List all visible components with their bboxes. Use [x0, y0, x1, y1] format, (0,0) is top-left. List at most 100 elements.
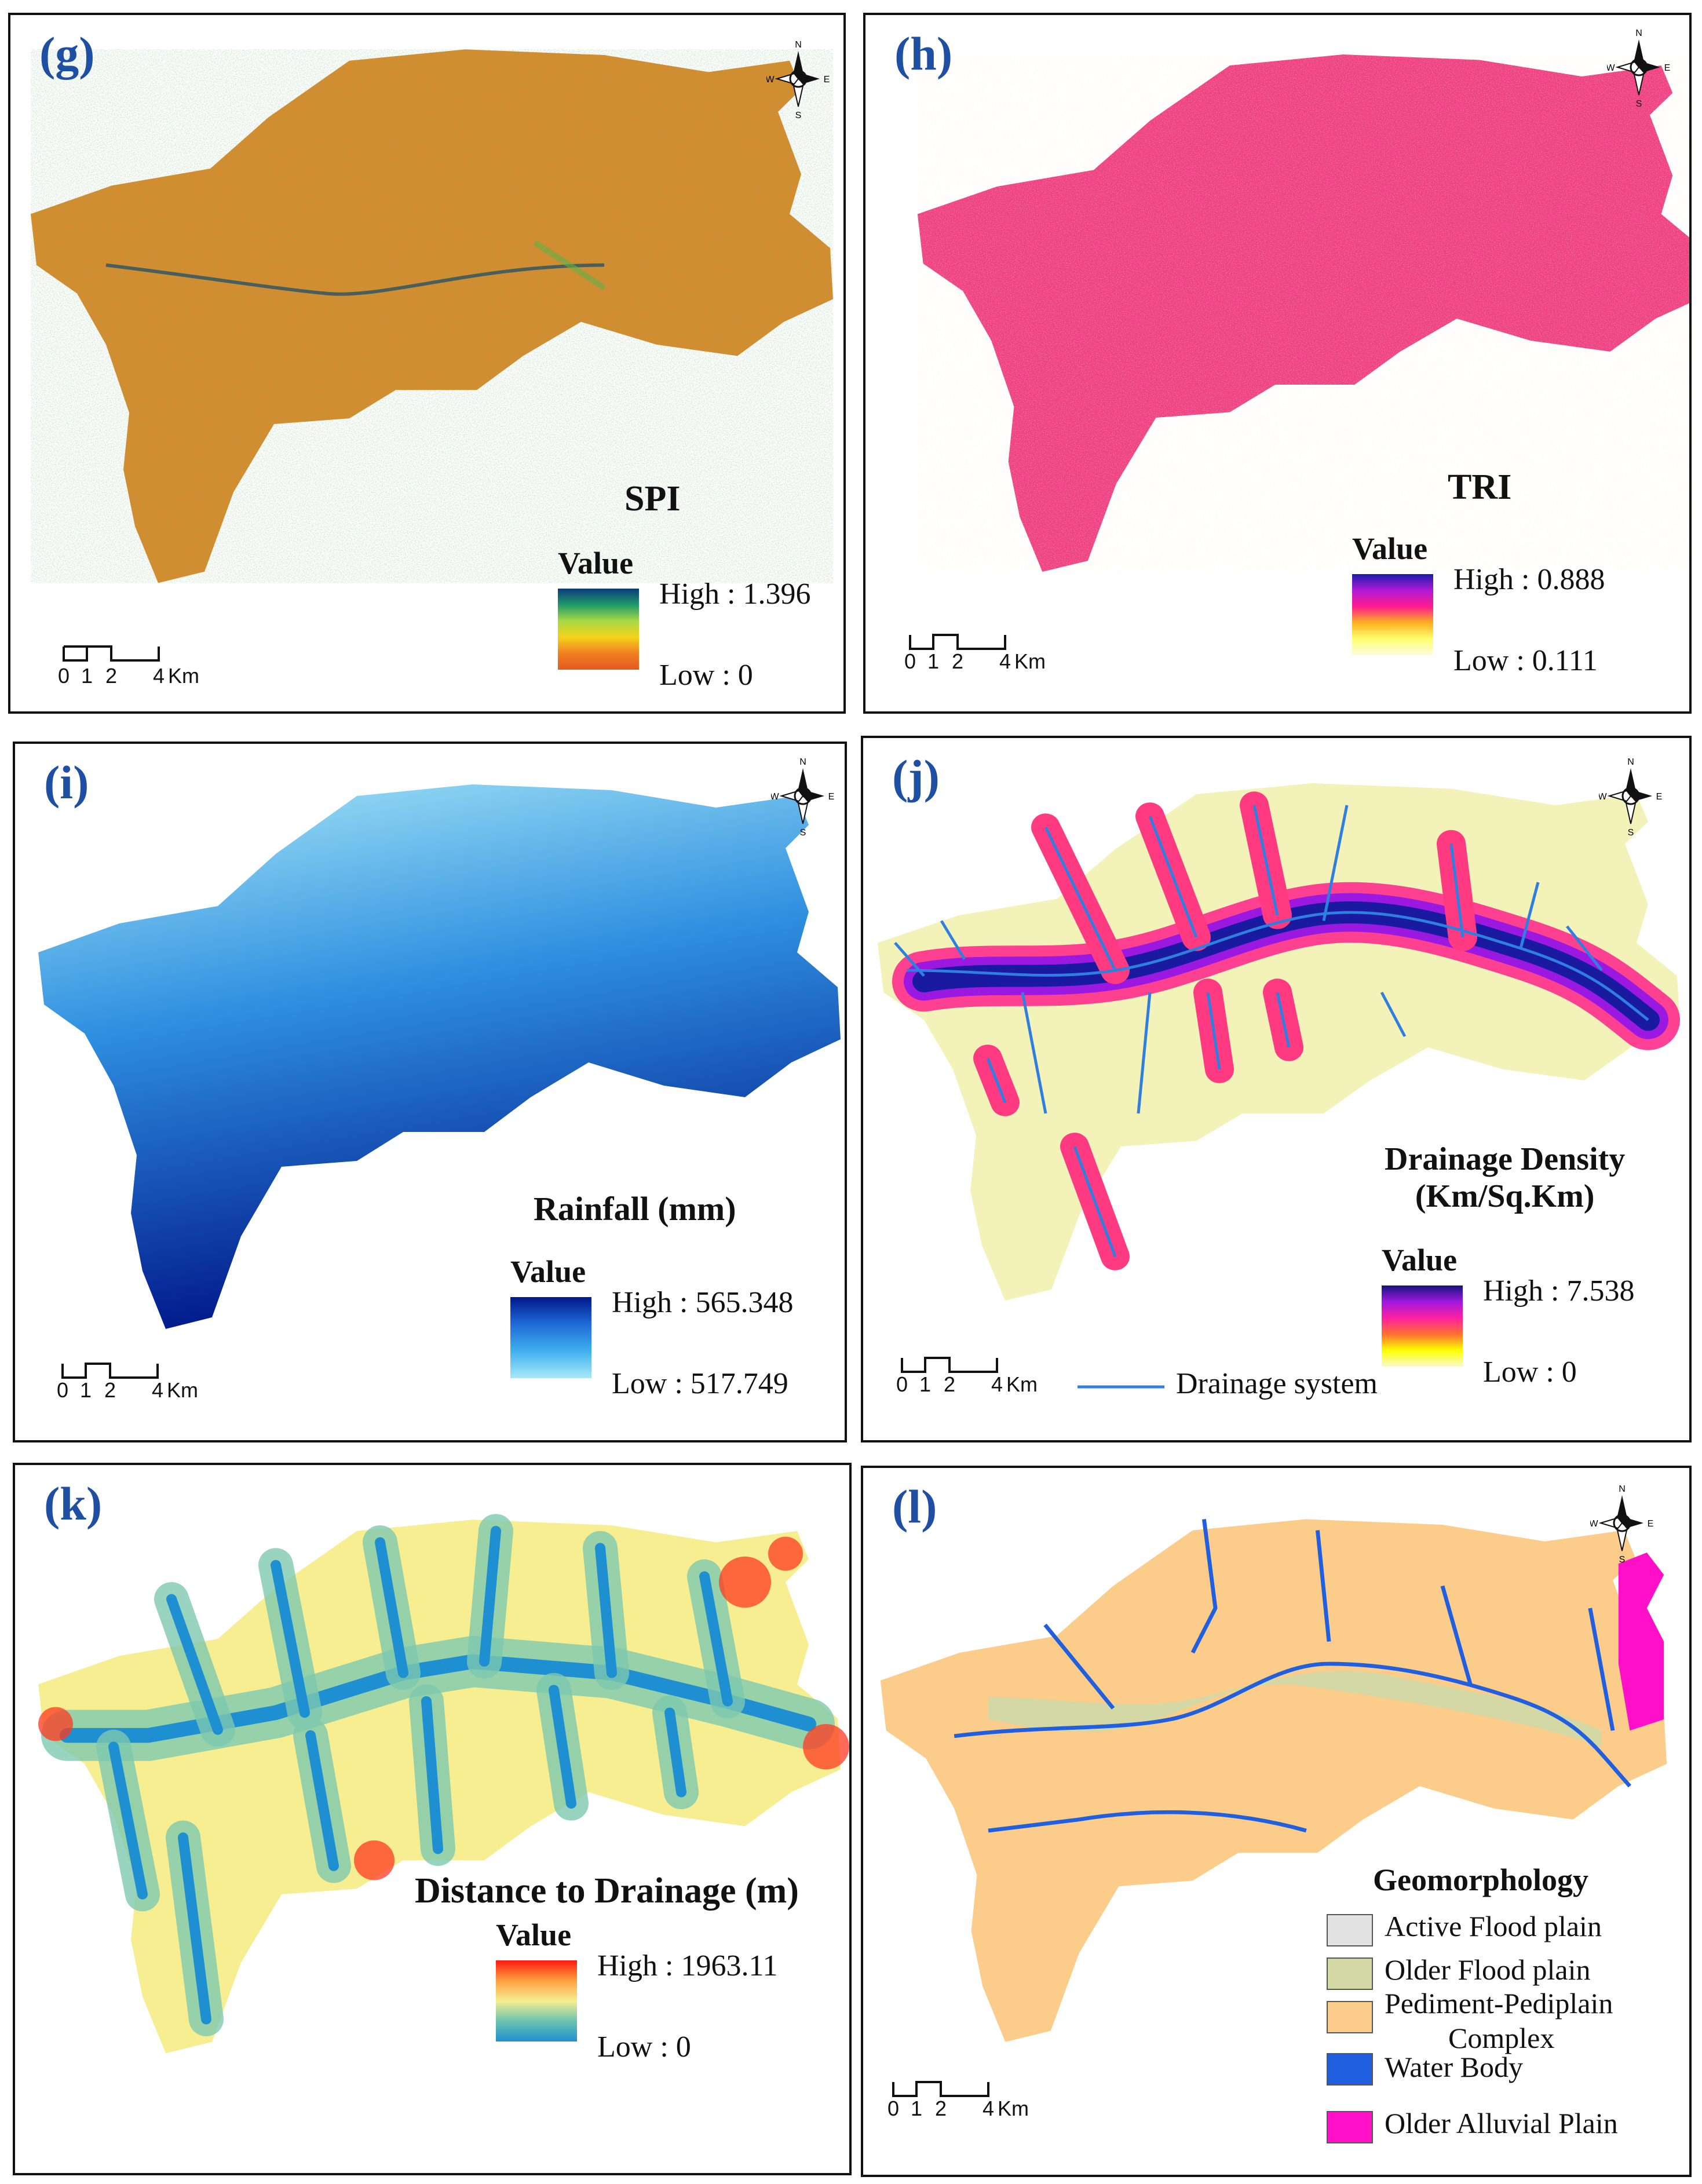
legend-label-pediment-pediplain: Pediment-Pediplain — [1385, 1987, 1613, 2019]
drainage-legend-label: Drainage system — [1176, 1367, 1378, 1400]
scale-tick-1: 1 — [927, 649, 940, 673]
scale-tick-0: 0 — [58, 664, 70, 688]
svg-text:W: W — [771, 792, 779, 802]
legend-value-heading: Value — [510, 1254, 586, 1289]
scale-tick-2: 2 — [104, 1378, 116, 1402]
rainfall-map — [38, 784, 841, 1329]
ramp-fill — [1382, 1285, 1463, 1367]
scale-bar — [909, 634, 1006, 650]
legend-label-active-flood-plain: Active Flood plain — [1385, 1910, 1602, 1942]
svg-text:N: N — [799, 757, 806, 767]
svg-text:E: E — [1648, 1519, 1654, 1529]
legend-low: Low : 0 — [659, 659, 753, 692]
scale-tick-4: 4 — [991, 1372, 1003, 1396]
legend-label-pediment-complex: Complex — [1448, 2022, 1555, 2054]
scale-tick-2: 2 — [944, 1372, 956, 1396]
scale-bar — [892, 2081, 989, 2097]
legend-value-heading: Value — [1382, 1243, 1458, 1277]
scale-unit: Km — [1014, 649, 1046, 673]
legend-high: High : 565.348 — [612, 1286, 794, 1319]
color-ramp — [510, 1297, 591, 1378]
distance-to-drainage-map — [38, 1514, 849, 2054]
panel-tri: (h) TRI Value High : 0.888 Low : 0.111 0… — [863, 13, 1692, 714]
panel-label: (i) — [44, 756, 89, 809]
svg-text:S: S — [1628, 828, 1634, 837]
panel-distance-to-drainage: (k) Distance to Drainage (m) Value High … — [13, 1463, 852, 2175]
scale-tick-0: 0 — [904, 649, 916, 673]
scale-tick-2: 2 — [935, 2097, 947, 2120]
svg-text:E: E — [1656, 792, 1663, 802]
legend-low: Low : 517.749 — [612, 1367, 788, 1400]
panel-label: (l) — [892, 1480, 937, 1533]
svg-text:E: E — [1664, 63, 1671, 73]
legend-high: High : 1963.11 — [597, 1949, 778, 1982]
scale-tick-2: 2 — [952, 649, 964, 673]
scale-bar — [901, 1357, 998, 1373]
legend-swatch-older-alluvial-plain — [1327, 2111, 1373, 2143]
north-e: E — [824, 75, 830, 85]
spi-map — [31, 49, 833, 583]
panel-geomorphology: (l) Geomorphology Active Flood plain Old… — [861, 1466, 1692, 2177]
north-arrow-icon: N S W E — [1599, 757, 1663, 837]
scale-tick-0: 0 — [57, 1378, 69, 1402]
scale-tick-4: 4 — [153, 664, 165, 688]
panel-title: Geomorphology — [1373, 1862, 1588, 1897]
panel-label: (k) — [44, 1477, 103, 1530]
legend-value-heading: Value — [1352, 531, 1428, 566]
svg-text:S: S — [1619, 1555, 1626, 1564]
legend-label-water-body: Water Body — [1385, 2051, 1523, 2083]
scale-unit: Km — [168, 664, 199, 688]
legend-swatch-older-flood-plain — [1327, 1957, 1373, 1990]
north-w: W — [766, 75, 775, 85]
drainage-network — [894, 805, 1649, 1257]
color-ramp — [1352, 574, 1433, 655]
legend-label-older-flood-plain: Older Flood plain — [1385, 1953, 1591, 1986]
svg-text:S: S — [800, 828, 806, 837]
color-ramp — [1382, 1285, 1463, 1367]
legend-swatch-active-flood-plain — [1327, 1914, 1373, 1946]
panel-title: Drainage Density (Km/Sq.Km) — [1385, 1141, 1625, 1215]
scale-tick-4: 4 — [999, 649, 1011, 673]
scale-tick-4: 4 — [152, 1378, 164, 1402]
legend-high: High : 0.888 — [1453, 563, 1605, 596]
legend-value-heading: Value — [496, 1918, 572, 1952]
legend-swatch-pediment-pediplain — [1327, 2001, 1373, 2033]
scale-tick-0: 0 — [887, 2097, 900, 2120]
svg-text:W: W — [1599, 792, 1607, 802]
color-ramp — [496, 1960, 577, 2041]
svg-text:N: N — [1635, 28, 1642, 38]
scale-tick-2: 2 — [105, 664, 118, 688]
scale-tick-1: 1 — [80, 1378, 92, 1402]
scale-unit: Km — [1006, 1372, 1038, 1396]
north-s: S — [795, 111, 802, 119]
scale-tick-4: 4 — [983, 2097, 995, 2120]
legend-high: High : 7.538 — [1483, 1274, 1635, 1308]
legend-low: Low : 0 — [1483, 1356, 1577, 1389]
scale-tick-1: 1 — [911, 2097, 923, 2120]
north-arrow-icon: N S W E — [1590, 1484, 1654, 1564]
svg-text:N: N — [1619, 1484, 1626, 1494]
north-n: N — [795, 40, 802, 50]
svg-text:W: W — [1590, 1519, 1598, 1529]
panel-spi: (g) SPI Value High : 1.396 Low : 0 0 1 2… — [8, 13, 846, 714]
scale-tick-0: 0 — [896, 1372, 908, 1396]
geomorphology-map — [880, 1518, 1667, 2042]
tri-map — [917, 54, 1689, 572]
panel-title: Rainfall (mm) — [534, 1190, 736, 1228]
scale-tick-1: 1 — [919, 1372, 932, 1396]
ramp-fill — [496, 1960, 577, 2041]
panel-title: TRI — [1448, 468, 1512, 507]
panel-label: (j) — [892, 750, 940, 803]
svg-text:S: S — [1636, 99, 1642, 108]
drainage-density-map — [878, 783, 1680, 1301]
title-line1: Drainage Density — [1385, 1141, 1626, 1177]
scale-bar — [63, 645, 160, 662]
ramp-fill — [558, 589, 639, 670]
panel-drainage-density: (j) Drainage Density (Km/Sq.Km) Value Hi… — [861, 736, 1692, 1442]
svg-text:N: N — [1627, 757, 1634, 767]
legend-label-older-alluvial-plain: Older Alluvial Plain — [1385, 2107, 1618, 2139]
panel-label: (h) — [894, 27, 953, 80]
north-arrow-icon: N S W E — [1607, 28, 1671, 108]
north-arrow-icon: N S W E — [766, 40, 830, 119]
panel-rainfall: (i) Rainfall (mm) Value High : 565.348 L… — [13, 742, 847, 1442]
